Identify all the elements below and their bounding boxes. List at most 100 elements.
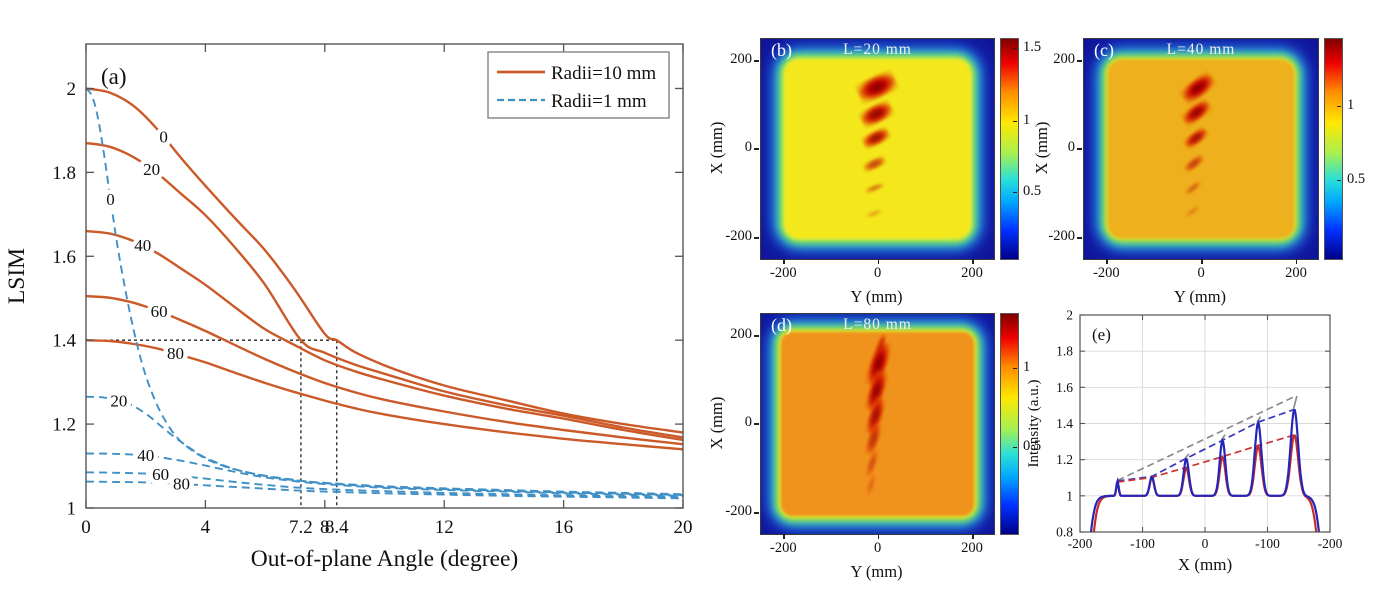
heat-y-tick-label: 0 xyxy=(744,139,752,155)
heat-y-tick xyxy=(754,148,759,150)
panel-d-xlabel: Y (mm) xyxy=(850,562,903,581)
series-radii10-angle0 xyxy=(86,87,683,434)
heat-x-tick-label: 200 xyxy=(961,540,983,556)
y-tick-label: 0.8 xyxy=(1056,525,1073,540)
legend-label-radii1: Radii=1 mm xyxy=(551,91,647,112)
colorbar-tick-label: 0.5 xyxy=(1023,438,1042,455)
series-radii10-angle60 xyxy=(86,294,683,446)
y-axis-title: LSIM xyxy=(4,248,30,304)
x-tick-label: 16 xyxy=(554,517,573,538)
colorbar-tick-label: 1.5 xyxy=(1023,38,1042,55)
heat-x-tick xyxy=(1201,259,1203,264)
colorbar-d-gradient xyxy=(1001,314,1018,534)
y-tick-label: 1.4 xyxy=(1056,416,1073,431)
y-tick-label: 1 xyxy=(67,499,77,520)
legend-label-radii10: Radii=10 mm xyxy=(551,63,656,84)
heat-y-tick xyxy=(754,60,759,62)
peak-tip xyxy=(1184,453,1190,459)
dashed-envelope-red xyxy=(1117,434,1295,483)
heat-x-tick xyxy=(783,259,785,264)
heat-y-tick xyxy=(754,335,759,337)
x-tick-label: 12 xyxy=(435,517,454,538)
x-tick-label: -200 xyxy=(1068,536,1093,551)
curve-label-radii1-angle60: 60 xyxy=(152,465,169,484)
heat-y-tick-label: 200 xyxy=(1053,51,1075,67)
heat-y-tick xyxy=(1077,60,1082,62)
x-tick-label: 0 xyxy=(1202,536,1209,551)
series-radii1-angle40 xyxy=(86,452,683,497)
colorbar-tick-label: 0.5 xyxy=(1347,170,1366,187)
heatmap-c-image: (c) L=40 mm xyxy=(1083,38,1319,260)
heat-y-tick xyxy=(1077,237,1082,239)
x-tick-label: -100 xyxy=(1255,536,1280,551)
series-radii1-angle80 xyxy=(86,480,683,500)
panel-a-tag: (a) xyxy=(101,64,127,89)
series-radii10-angle80 xyxy=(86,339,683,451)
series-radii10-angle20 xyxy=(86,141,683,439)
heat-y-tick-label: 0 xyxy=(1067,139,1075,155)
heat-y-tick-label: 200 xyxy=(730,326,752,342)
curve-label-radii10-angle40: 40 xyxy=(134,236,151,255)
colorbar-c xyxy=(1324,38,1343,260)
heat-x-tick xyxy=(877,534,880,539)
series-radii10-angle40 xyxy=(86,229,683,442)
curve-label-radii1-angle20: 20 xyxy=(110,391,127,410)
colorbar-b xyxy=(1000,38,1019,260)
colorbar-tick xyxy=(1013,192,1017,194)
x-axis-title: Out-of-plane Angle (degree) xyxy=(251,546,519,572)
curve-label-radii10-angle0: 0 xyxy=(159,127,168,146)
heat-x-tick xyxy=(972,534,974,539)
x-tick-label: -100 xyxy=(1130,536,1155,551)
colorbar-c-gradient xyxy=(1325,39,1342,259)
y-tick-label: 1.8 xyxy=(52,163,76,184)
panel-c-heatmap-l40: (c) L=40 mm Y (mm) X (mm) -200 0 200 200 0 -2… xyxy=(1030,0,1381,306)
colorbar-tick-label: 1 xyxy=(1023,111,1031,128)
heat-x-tick xyxy=(783,534,785,539)
heat-x-tick-label: 200 xyxy=(1285,265,1307,281)
heat-y-tick xyxy=(754,512,759,514)
heat-x-tick-label: 0 xyxy=(1197,265,1205,281)
colorbar-tick-label: 1 xyxy=(1023,359,1031,375)
colorbar-tick xyxy=(1013,120,1017,122)
heat-y-tick-label: 200 xyxy=(730,51,752,67)
y-tick-label: 2 xyxy=(67,79,77,100)
panel-b-heatmap-l20: (b) L=20 mm Y (mm) X (mm) -200 0 200 200 0 -2… xyxy=(700,0,1041,306)
heat-x-tick xyxy=(877,259,880,264)
heat-y-tick-label: -200 xyxy=(725,228,752,245)
heat-x-tick-label: 200 xyxy=(961,265,983,281)
x-tick-label: 20 xyxy=(674,517,693,538)
curve-label-radii10-angle60: 60 xyxy=(151,302,168,321)
y-tick-label: 1.6 xyxy=(1056,380,1073,395)
dashed-envelope-gray xyxy=(1117,395,1296,482)
y-tick-label: 1.4 xyxy=(52,331,76,352)
heat-y-tick xyxy=(754,423,759,425)
colorbar-tick xyxy=(1337,179,1341,182)
colorbar-tick xyxy=(1337,106,1341,108)
panel-c-xlabel: Y (mm) xyxy=(1173,287,1227,306)
panel-b-title: L=20 mm xyxy=(843,41,912,58)
heat-x-tick xyxy=(972,259,974,264)
panel-c-tag: (c) xyxy=(1094,40,1114,60)
series-radii1-angle60 xyxy=(86,471,683,499)
curve-label-radii10-angle20: 20 xyxy=(143,160,160,179)
axes-box-a xyxy=(85,43,684,509)
x-tick-label: 0 xyxy=(81,517,91,538)
panel-b-tag: (b) xyxy=(771,40,792,60)
y-tick-label: 1.6 xyxy=(52,247,76,268)
x-tick-label: 7.2 xyxy=(289,517,313,538)
x-tick-label: 8.4 xyxy=(325,517,349,538)
panel-d-title: L=80 mm xyxy=(843,316,912,333)
heatmap-b-image: (b) L=20 mm xyxy=(760,38,995,260)
x-tick-label: -200 xyxy=(1318,536,1343,551)
heat-y-tick-label: -200 xyxy=(1048,228,1075,245)
curve-label-radii10-angle80: 80 xyxy=(167,344,184,363)
x-tick-label: 8 xyxy=(320,517,330,538)
curve-label-radii1-angle0: 0 xyxy=(106,190,115,209)
dashed-envelope-blue xyxy=(1117,408,1295,482)
heat-x-tick-label: 0 xyxy=(874,265,882,281)
heat-x-tick-label: 0 xyxy=(874,540,882,556)
y-tick-label: 1.8 xyxy=(1056,344,1073,359)
x-tick-label: 4 xyxy=(201,517,211,538)
y-tick-label: 1 xyxy=(1066,488,1073,503)
